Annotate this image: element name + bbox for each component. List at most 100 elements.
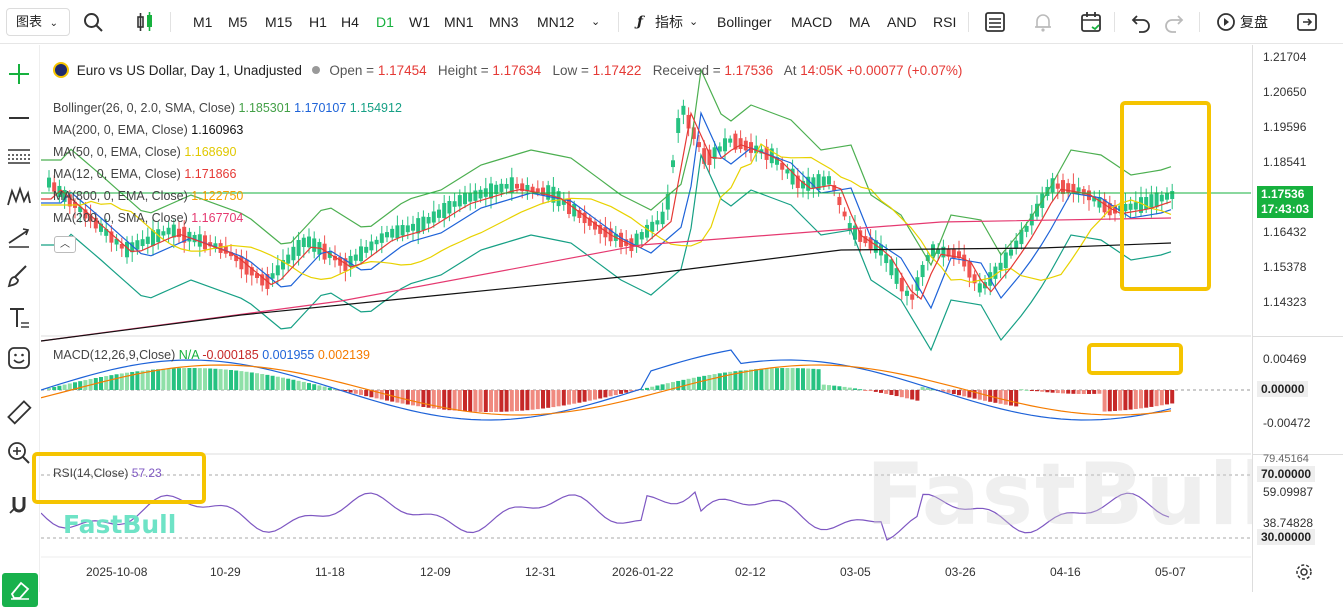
fibonacci-icon[interactable]	[6, 143, 32, 169]
legend-rsi[interactable]: RSI(14,Close) 57.23	[53, 466, 162, 480]
candle-body	[333, 255, 337, 261]
candle-body	[1009, 249, 1013, 256]
legend-ma12-ema[interactable]: MA(12, 0, EMA, Close) 1.171866	[53, 167, 236, 181]
text-tool-icon[interactable]	[6, 305, 32, 331]
legend-ma200-ema[interactable]: MA(200, 0, EMA, Close) 1.160963	[53, 123, 243, 137]
candle-body	[775, 157, 779, 165]
timeframe-mn12[interactable]: MN12	[537, 14, 575, 30]
search-icon[interactable]	[82, 11, 104, 33]
macd-histogram-bar	[795, 368, 800, 390]
candle-body	[546, 185, 551, 200]
candle-body	[78, 206, 83, 213]
indicators-button[interactable]: 指标	[655, 14, 683, 30]
candle-body	[405, 225, 410, 233]
shortcut-and[interactable]: AND	[887, 14, 917, 30]
timeframe-mn1[interactable]: MN1	[444, 14, 474, 30]
timeframe-h1[interactable]: H1	[309, 14, 327, 30]
macd-histogram-bar	[603, 390, 608, 398]
timeframe-m5[interactable]: M5	[228, 14, 248, 30]
candle-body	[931, 244, 935, 257]
layout-icon[interactable]	[984, 11, 1006, 33]
price-axis[interactable]: 1.21704 1.20650 1.19596 1.18541 1.17536 …	[1252, 45, 1343, 592]
candle-body	[135, 240, 140, 250]
macd-histogram-bar	[582, 390, 587, 402]
date-tick: 02-12	[735, 565, 766, 579]
emoji-icon[interactable]	[6, 345, 32, 371]
rsi-tick: 38.74828	[1263, 516, 1314, 530]
candle-body	[52, 182, 57, 192]
legend-bollinger[interactable]: Bollinger(26, 0, 2.0, SMA, Close) 1.1853…	[53, 101, 402, 115]
chart-area[interactable]	[40, 45, 1251, 592]
shortcut-ma[interactable]: MA	[849, 14, 870, 30]
price-chart-svg[interactable]	[40, 45, 1251, 592]
ruler-icon[interactable]	[6, 399, 32, 425]
macd-histogram-bar	[1040, 390, 1045, 392]
zoom-in-icon[interactable]	[6, 440, 32, 466]
crosshair-icon[interactable]	[6, 61, 32, 87]
wave-pattern-icon[interactable]	[6, 183, 32, 209]
legend-macd[interactable]: MACD(12,26,9,Close) N/A -0.000185 0.0019…	[53, 348, 370, 362]
chart-type-label: 图表	[16, 14, 43, 29]
timeframe-m1[interactable]: M1	[193, 14, 213, 30]
horizontal-line-icon[interactable]	[6, 105, 32, 131]
legend-ma200-sma[interactable]: MA(200, 0, SMA, Close) 1.167704	[53, 211, 243, 225]
macd-histogram-bar	[270, 375, 275, 390]
shortcut-rsi[interactable]: RSI	[933, 14, 957, 30]
shortcut-macd[interactable]: MACD	[791, 14, 833, 30]
macd-histogram-bar	[223, 369, 228, 390]
ma50-ema-line	[41, 143, 1172, 283]
timeframe-w1[interactable]: W1	[409, 14, 430, 30]
candle-body	[494, 184, 499, 195]
replay-icon[interactable]	[1215, 11, 1237, 33]
brush-icon[interactable]	[6, 263, 32, 289]
candle-body	[353, 254, 358, 261]
macd-histogram-bar	[577, 390, 582, 403]
macd-histogram-bar	[801, 368, 805, 390]
replay-button[interactable]: 复盘	[1240, 14, 1268, 30]
macd-histogram-bar	[821, 384, 826, 390]
timeframe-more-chevron-icon[interactable]: ⌄	[591, 16, 601, 28]
macd-histogram-bar	[920, 386, 925, 390]
exit-fullscreen-icon[interactable]	[1296, 11, 1318, 33]
candlestick-icon[interactable]	[134, 11, 156, 33]
timeframe-h4[interactable]: H4	[341, 14, 359, 30]
macd-histogram-bar	[816, 369, 821, 390]
macd-histogram-bar	[655, 385, 660, 390]
timeframe-d1[interactable]: D1	[376, 14, 394, 30]
candle-body	[686, 114, 691, 129]
candle-body	[509, 177, 514, 194]
candle-body	[1149, 194, 1154, 209]
candle-body	[650, 221, 655, 232]
timeframe-mn3[interactable]: MN3	[489, 14, 519, 30]
timeframe-m15[interactable]: M15	[265, 14, 293, 30]
chevron-down-icon[interactable]: ⌄	[689, 16, 699, 28]
candle-body	[130, 242, 135, 253]
date-tick: 03-05	[840, 565, 871, 579]
high-label: Height =	[437, 63, 489, 78]
hide-drawings-button[interactable]	[2, 573, 38, 607]
macd-histogram-bar	[1045, 390, 1050, 393]
settings-gear-icon[interactable]	[1295, 563, 1313, 581]
candle-body	[1165, 192, 1169, 200]
macd-histogram-bar	[749, 369, 753, 390]
candle-body	[525, 184, 530, 192]
candle-body	[832, 185, 837, 191]
candle-body	[473, 190, 478, 201]
candle-body	[270, 273, 275, 279]
trend-channel-icon[interactable]	[6, 223, 32, 249]
redo-icon[interactable]	[1163, 11, 1185, 33]
candle-body	[577, 210, 582, 218]
shortcut-bollinger[interactable]: Bollinger	[717, 14, 772, 30]
magnet-icon[interactable]	[6, 493, 32, 519]
chart-type-select[interactable]: 图表 ⌄	[6, 8, 70, 36]
at-value: 14:05K	[800, 63, 844, 78]
calendar-icon[interactable]	[1080, 11, 1102, 33]
legend-ma50-ema[interactable]: MA(50, 0, EMA, Close) 1.168690	[53, 145, 236, 159]
undo-icon[interactable]	[1130, 11, 1152, 33]
candle-body	[203, 235, 207, 250]
legend-ma800-ema[interactable]: MA(800, 0, EMA, Close) 1.122750	[53, 189, 243, 203]
alert-bell-icon[interactable]	[1032, 11, 1054, 33]
collapse-legend-button[interactable]: ︿	[54, 236, 76, 253]
macd-histogram-bar	[957, 390, 961, 396]
macd-histogram-bar	[567, 390, 571, 405]
